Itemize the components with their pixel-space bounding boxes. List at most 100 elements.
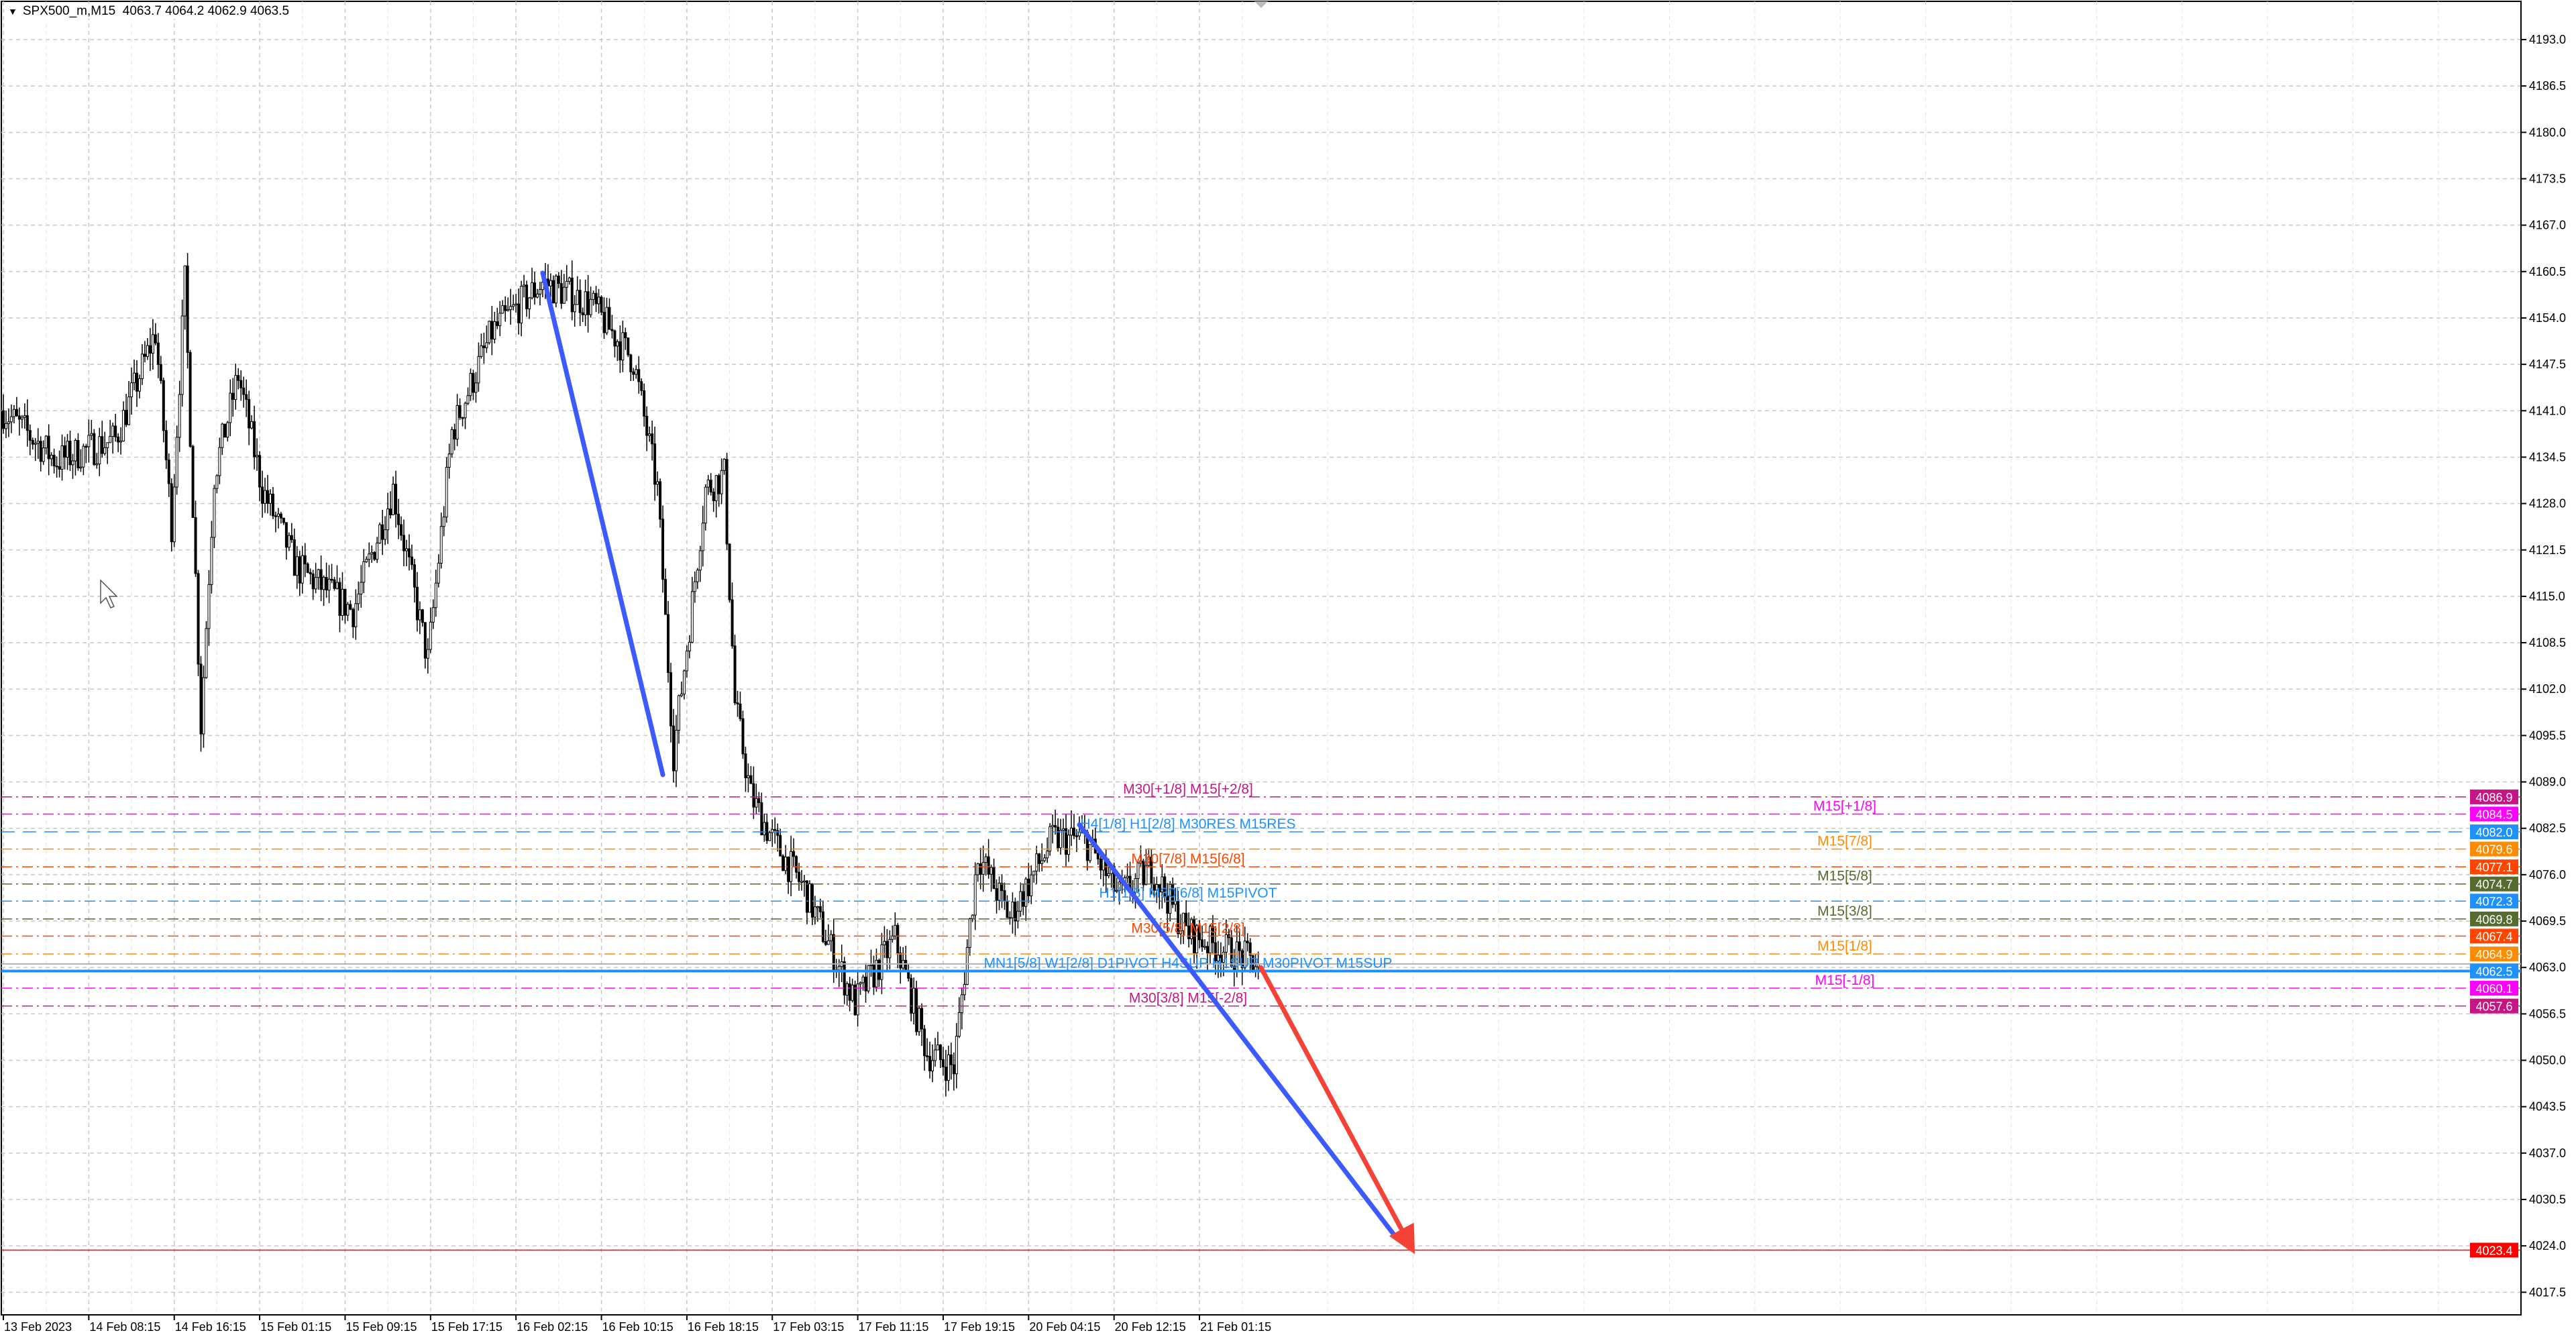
candle-body	[872, 964, 875, 987]
candle-body	[368, 553, 371, 560]
y-tick-label: 4147.5	[2529, 358, 2566, 371]
candle-body	[133, 372, 136, 384]
candle-body	[15, 409, 18, 417]
candle-body	[600, 297, 603, 313]
candle-body	[1003, 890, 1006, 902]
candle-body	[1032, 870, 1036, 875]
candle-body	[525, 284, 529, 309]
candle-body	[696, 570, 699, 582]
candle-body	[415, 586, 419, 621]
candle-body	[688, 641, 691, 651]
candle-body	[74, 440, 77, 462]
candle-body	[992, 867, 996, 889]
candle-body	[378, 524, 382, 543]
candle-body	[245, 394, 248, 400]
candle-body	[880, 944, 883, 980]
y-tick-label: 4024.0	[2529, 1239, 2566, 1252]
candle-body	[779, 835, 782, 857]
candle-body	[130, 382, 133, 398]
candle-body	[223, 423, 227, 438]
candle-body	[362, 561, 366, 583]
candle-body	[261, 486, 264, 504]
trendline[interactable]	[1077, 822, 1400, 1242]
candle-body	[39, 441, 42, 462]
trendline[interactable]	[1258, 965, 1415, 1254]
y-tick-label: 4121.5	[2529, 543, 2566, 557]
candle-body	[896, 924, 900, 954]
candle-body	[693, 581, 696, 592]
candle-body	[821, 911, 824, 943]
candle-body	[771, 828, 774, 833]
candle-body	[531, 282, 534, 299]
candle-body	[338, 582, 341, 617]
candle-body	[1054, 824, 1057, 828]
y-tick-label: 4082.5	[2529, 822, 2566, 835]
candle-body	[1155, 883, 1159, 891]
candle-body	[1163, 876, 1167, 897]
level-label: M30[5/8] M15[2/8]	[1131, 920, 1244, 936]
candle-body	[400, 524, 403, 536]
candle-body	[629, 354, 633, 372]
candle-body	[944, 1066, 947, 1081]
candle-body	[538, 289, 541, 294]
candle-body	[183, 265, 186, 317]
candle-body	[1065, 828, 1068, 855]
price-tag-bg	[2470, 859, 2518, 875]
candle-body	[76, 440, 80, 469]
candle-body	[114, 425, 117, 437]
trendline[interactable]	[540, 270, 665, 778]
candle-body	[1182, 912, 1185, 931]
candle-body	[1171, 884, 1175, 905]
candle-body	[1211, 926, 1214, 943]
candle-body	[63, 445, 66, 458]
plot-area	[1, 1, 2522, 1316]
price-tag-label: 4062.5	[2475, 965, 2512, 979]
candle-body	[915, 987, 918, 1032]
candle-body	[410, 556, 413, 566]
candle-body	[111, 425, 115, 437]
candle-body	[523, 284, 526, 287]
candle-body	[197, 573, 200, 665]
candle-body	[186, 265, 189, 353]
candle-body	[1099, 858, 1102, 871]
candle-body	[987, 856, 990, 875]
dropdown-triangle-icon[interactable]: ▼	[8, 6, 17, 17]
candle-body	[1014, 902, 1017, 922]
candle-body	[960, 994, 963, 1014]
candle-body	[493, 321, 496, 339]
candle-body	[42, 447, 45, 462]
price-tag-label: 4067.4	[2475, 930, 2512, 943]
y-tick-label: 4186.5	[2529, 79, 2566, 93]
candle-body	[341, 588, 344, 617]
candle-body	[279, 513, 282, 519]
candle-body	[1187, 925, 1191, 939]
candle-body	[648, 433, 651, 436]
y-tick-label: 4141.0	[2529, 404, 2566, 417]
candle-body	[127, 396, 131, 425]
candle-body	[1115, 890, 1118, 892]
candle-body	[875, 959, 878, 987]
y-tick-label: 4154.0	[2529, 311, 2566, 325]
candle-body	[136, 372, 138, 392]
candle-body	[322, 577, 325, 590]
candle-body	[968, 918, 971, 948]
candle-body	[306, 564, 309, 573]
candle-body	[413, 564, 416, 588]
candle-body	[867, 965, 870, 992]
candle-body	[661, 519, 665, 580]
candle-body	[90, 433, 93, 436]
candle-body	[1240, 950, 1244, 969]
candle-body	[616, 341, 619, 347]
candle-body	[998, 882, 1001, 901]
candle-body	[869, 964, 873, 966]
candle-body	[480, 345, 483, 357]
candle-body	[747, 775, 750, 778]
candle-body	[402, 535, 405, 551]
candle-body	[760, 802, 763, 836]
candle-body	[1030, 874, 1033, 896]
candle-body	[965, 947, 969, 985]
candle-body	[1205, 946, 1209, 953]
candle-body	[418, 609, 421, 621]
